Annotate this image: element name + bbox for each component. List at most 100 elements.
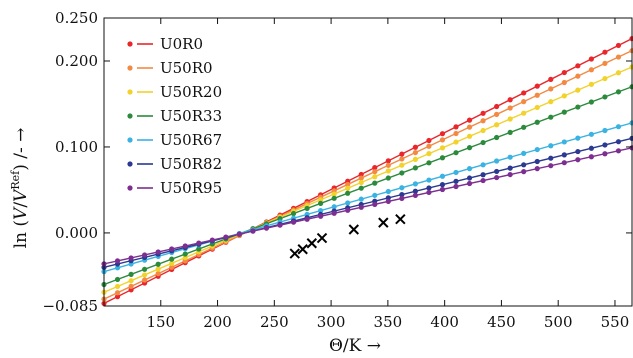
point-U50R67 bbox=[561, 139, 567, 145]
point-U50R0 bbox=[548, 86, 554, 92]
point-U50R95 bbox=[155, 249, 161, 255]
point-U50R95 bbox=[439, 186, 446, 193]
y-tick-label: 0.000 bbox=[55, 224, 98, 242]
point-U50R67 bbox=[494, 158, 500, 164]
fit-line-U50R0 bbox=[103, 50, 633, 300]
point-U50R20 bbox=[575, 87, 581, 93]
point-U50R33 bbox=[128, 271, 134, 277]
point-U50R20 bbox=[412, 156, 418, 163]
point-U50R82 bbox=[439, 182, 446, 188]
point-U0R0 bbox=[399, 151, 405, 157]
point-U50R95 bbox=[182, 243, 188, 249]
point-U50R33 bbox=[507, 129, 513, 136]
point-U50R95 bbox=[331, 210, 337, 216]
x-tick-label: 300 bbox=[317, 313, 346, 331]
point-U50R95 bbox=[602, 151, 608, 157]
point-U50R0 bbox=[453, 130, 459, 137]
point-U50R95 bbox=[426, 189, 432, 196]
point-U50R0 bbox=[358, 175, 364, 181]
point-U50R0 bbox=[575, 73, 581, 79]
point-U0R0 bbox=[561, 69, 567, 76]
point-U50R20 bbox=[602, 75, 608, 82]
point-U50R95 bbox=[236, 231, 242, 237]
point-U50R95 bbox=[412, 192, 418, 199]
point-U50R82 bbox=[507, 165, 513, 171]
point-U50R82 bbox=[615, 139, 622, 145]
point-U50R20 bbox=[114, 283, 121, 290]
y-label-prefix: ln ( bbox=[11, 220, 31, 248]
point-U50R0 bbox=[399, 156, 405, 162]
point-U50R20 bbox=[588, 81, 594, 87]
point-U50R67 bbox=[426, 177, 432, 183]
point-U50R33 bbox=[155, 261, 161, 267]
point-U50R0 bbox=[588, 67, 594, 73]
point-U50R20 bbox=[561, 93, 567, 99]
x-marker bbox=[348, 224, 360, 235]
point-U50R0 bbox=[480, 118, 486, 124]
x-tick-label: 200 bbox=[203, 313, 232, 331]
point-U50R82 bbox=[494, 168, 500, 175]
y-label-v1: V bbox=[11, 206, 31, 220]
point-U50R20 bbox=[345, 185, 351, 191]
point-U50R95 bbox=[209, 237, 215, 243]
point-U50R20 bbox=[331, 191, 337, 197]
point-U50R20 bbox=[426, 151, 432, 157]
point-U50R82 bbox=[521, 162, 527, 168]
point-U50R20 bbox=[466, 133, 473, 139]
point-U50R33 bbox=[561, 109, 567, 115]
fit-line-U50R33 bbox=[103, 86, 633, 286]
fit-line-U50R82 bbox=[103, 137, 633, 268]
point-U50R95 bbox=[521, 169, 527, 175]
fit-line-U50R95 bbox=[103, 147, 633, 265]
point-U50R67 bbox=[507, 154, 513, 160]
point-U50R0 bbox=[534, 92, 540, 98]
point-U50R33 bbox=[372, 180, 378, 186]
point-U50R95 bbox=[169, 246, 175, 252]
point-U50R95 bbox=[114, 258, 121, 264]
point-U50R95 bbox=[480, 177, 486, 184]
point-U50R0 bbox=[128, 283, 134, 289]
point-U50R33 bbox=[521, 124, 527, 130]
point-U50R33 bbox=[602, 94, 608, 100]
point-U50R67 bbox=[439, 173, 446, 179]
legend-dot bbox=[127, 89, 133, 95]
point-U50R67 bbox=[399, 185, 405, 191]
point-U0R0 bbox=[426, 137, 432, 144]
point-U50R0 bbox=[169, 264, 175, 270]
point-U0R0 bbox=[453, 124, 459, 130]
point-U50R67 bbox=[412, 181, 418, 187]
point-U50R33 bbox=[494, 134, 500, 141]
point-U50R20 bbox=[155, 266, 161, 272]
point-U50R0 bbox=[507, 105, 513, 111]
point-U50R33 bbox=[182, 251, 188, 257]
y-tick-label: 0.250 bbox=[55, 9, 98, 27]
point-U50R33 bbox=[196, 246, 202, 252]
point-U50R67 bbox=[602, 127, 608, 134]
x-marker bbox=[289, 248, 300, 259]
point-U50R67 bbox=[480, 162, 486, 168]
legend-dot bbox=[127, 161, 133, 167]
point-U50R95 bbox=[223, 234, 229, 240]
y-axis-label: ln (V/VRef) /- → bbox=[9, 128, 31, 249]
point-U0R0 bbox=[372, 165, 378, 171]
point-U0R0 bbox=[412, 144, 418, 150]
x-tick-label: 450 bbox=[487, 313, 516, 331]
point-U50R33 bbox=[290, 210, 297, 217]
legend-dot bbox=[127, 65, 133, 71]
point-U0R0 bbox=[521, 90, 527, 96]
point-U50R82 bbox=[426, 185, 432, 191]
point-U0R0 bbox=[439, 131, 446, 137]
point-U50R67 bbox=[588, 131, 594, 137]
legend-label: U50R20 bbox=[160, 83, 222, 101]
y-label-suffix: ) /- → bbox=[11, 128, 31, 171]
point-U50R95 bbox=[250, 228, 256, 234]
point-U50R20 bbox=[480, 127, 486, 134]
point-U50R95 bbox=[304, 216, 310, 222]
point-U50R95 bbox=[575, 157, 581, 163]
data-points bbox=[101, 36, 633, 307]
point-U50R20 bbox=[548, 99, 554, 105]
point-U50R95 bbox=[358, 204, 364, 210]
point-U50R95 bbox=[507, 171, 513, 178]
point-U50R20 bbox=[615, 70, 622, 76]
point-U50R33 bbox=[399, 170, 405, 176]
